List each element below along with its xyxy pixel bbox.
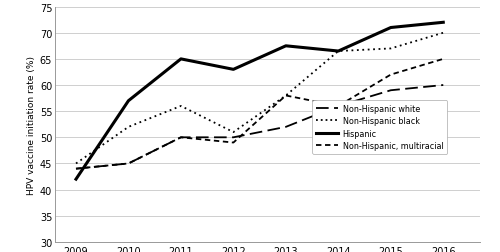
Y-axis label: HPV vaccine initiation rate (%): HPV vaccine initiation rate (%) [26,55,36,194]
Legend: Non-Hispanic white, Non-Hispanic black, Hispanic, Non-Hispanic, multiracial: Non-Hispanic white, Non-Hispanic black, … [312,101,448,154]
